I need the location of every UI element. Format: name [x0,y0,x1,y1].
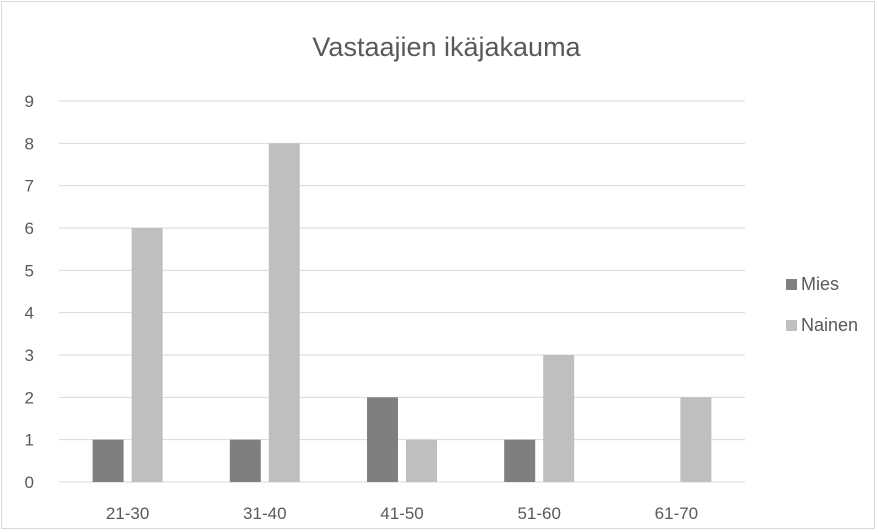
y-tick-label: 0 [25,473,34,492]
y-tick-label: 2 [25,388,34,407]
x-tick-label: 21-30 [106,504,149,523]
bar-mies-31-40 [229,439,261,482]
bar-mies-41-50 [367,397,398,482]
legend-label-nainen: Nainen [801,315,859,335]
legend-label-mies: Mies [801,274,840,294]
x-tick-label: 51-60 [517,504,560,523]
y-tick-label: 8 [25,134,34,153]
y-tick-label: 6 [25,219,34,238]
x-tick-label: 61-70 [655,504,698,523]
y-tick-label: 7 [25,177,34,196]
legend-swatch-nainen [786,320,797,331]
bar-nainen-61-70 [680,397,712,482]
bar-mies-51-60 [504,439,536,482]
bar-nainen-31-40 [268,143,300,483]
bar-nainen-51-60 [543,355,575,482]
y-tick-label: 9 [25,92,34,111]
x-tick-label: 41-50 [380,504,423,523]
y-tick-label: 1 [25,431,34,450]
legend-swatch-mies [786,279,797,290]
bar-mies-21-30 [92,439,124,482]
bar-nainen-21-30 [131,228,163,482]
chart-title: Vastaajien ikäjakauma [312,32,581,62]
bar-nainen-41-50 [406,439,437,482]
legend-item-nainen: Nainen [786,315,858,336]
y-tick-label: 3 [25,346,34,365]
y-tick-label: 5 [25,261,34,280]
legend: Mies Nainen [786,274,858,356]
x-tick-label: 31-40 [243,504,286,523]
legend-item-mies: Mies [786,274,858,295]
y-tick-label: 4 [25,304,34,323]
